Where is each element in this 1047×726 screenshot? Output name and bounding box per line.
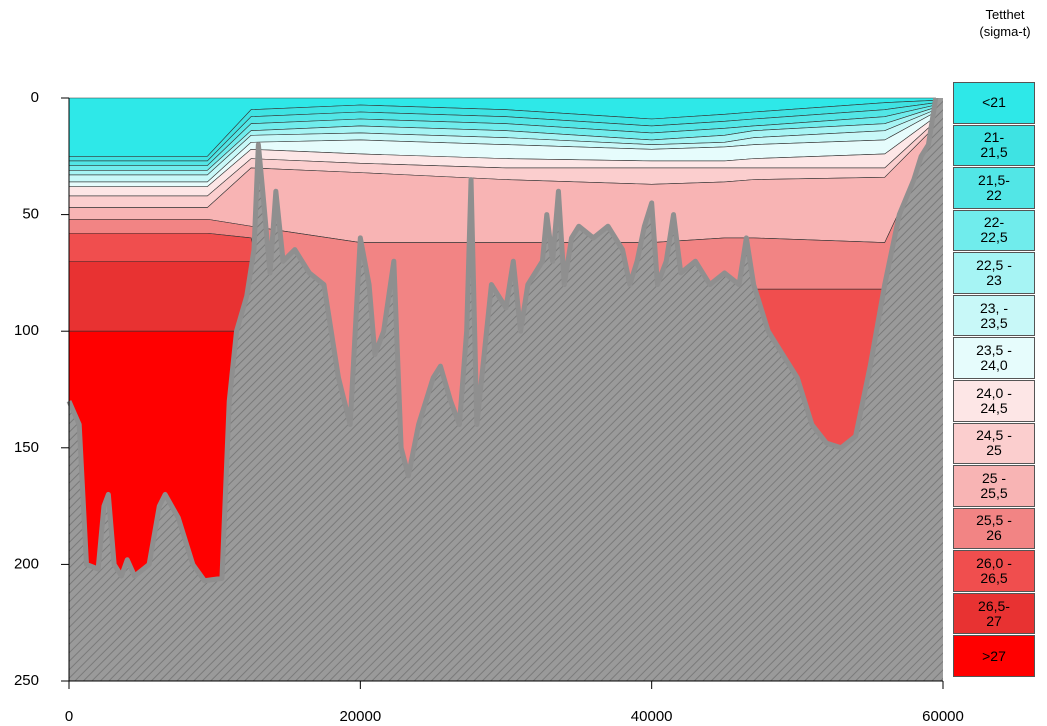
y-tick-label: 200 [14, 555, 39, 572]
x-tick-label: 20000 [339, 708, 381, 725]
legend-label: 22,5 - 23 [976, 257, 1012, 289]
legend-title: Tetthet [985, 7, 1025, 22]
legend-swatch: 22- 22,5 [953, 209, 1035, 252]
legend-label: 24,0 - 24,5 [976, 384, 1012, 416]
y-tick-label: 100 [14, 322, 39, 339]
legend-label: >27 [982, 647, 1006, 664]
legend-label: 24,5 - 25 [976, 427, 1012, 459]
seabed [69, 98, 943, 681]
y-tick-label: 50 [22, 206, 39, 223]
legend-label: 23,5 - 24,0 [976, 342, 1012, 374]
legend-label: 21- 21,5 [980, 129, 1008, 161]
legend-title: (sigma-t) [979, 24, 1031, 39]
x-tick-label: 40000 [631, 708, 673, 725]
legend-label: <21 [982, 94, 1006, 111]
legend-swatch: 24,5 - 25 [953, 422, 1035, 465]
legend-swatch: 21,5- 22 [953, 167, 1035, 209]
legend-swatch: 26,0 - 26,5 [953, 550, 1035, 592]
legend-swatch: 21- 21,5 [953, 124, 1035, 167]
legend-label: 25 - 25,5 [980, 469, 1008, 501]
legend-label: 21,5- 22 [978, 171, 1010, 203]
x-tick-label: 60000 [922, 708, 964, 725]
x-tick-label: 0 [65, 708, 73, 725]
legend-swatch: 26,5- 27 [953, 592, 1035, 635]
legend-swatch: 25 - 25,5 [953, 465, 1035, 507]
legend-swatch: <21 [953, 82, 1035, 124]
legend-label: 22- 22,5 [980, 214, 1008, 246]
legend-label: 26,5- 27 [978, 597, 1010, 629]
y-tick-label: 150 [14, 439, 39, 456]
legend-swatch: 24,0 - 24,5 [953, 380, 1035, 422]
legend-swatch: 22,5 - 23 [953, 252, 1035, 294]
y-tick-label: 0 [31, 89, 39, 106]
legend-label: 26,0 - 26,5 [976, 555, 1012, 587]
seabed-line [66, 97, 939, 584]
legend-swatch: 25,5 - 26 [953, 507, 1035, 550]
legend-swatch: 23, - 23,5 [953, 294, 1035, 337]
legend-label: 25,5 - 26 [976, 512, 1012, 544]
legend-swatch: 23,5 - 24,0 [953, 337, 1035, 379]
legend-label: 23, - 23,5 [979, 299, 1008, 331]
y-tick-label: 250 [14, 672, 39, 689]
legend-swatch: >27 [953, 635, 1035, 677]
